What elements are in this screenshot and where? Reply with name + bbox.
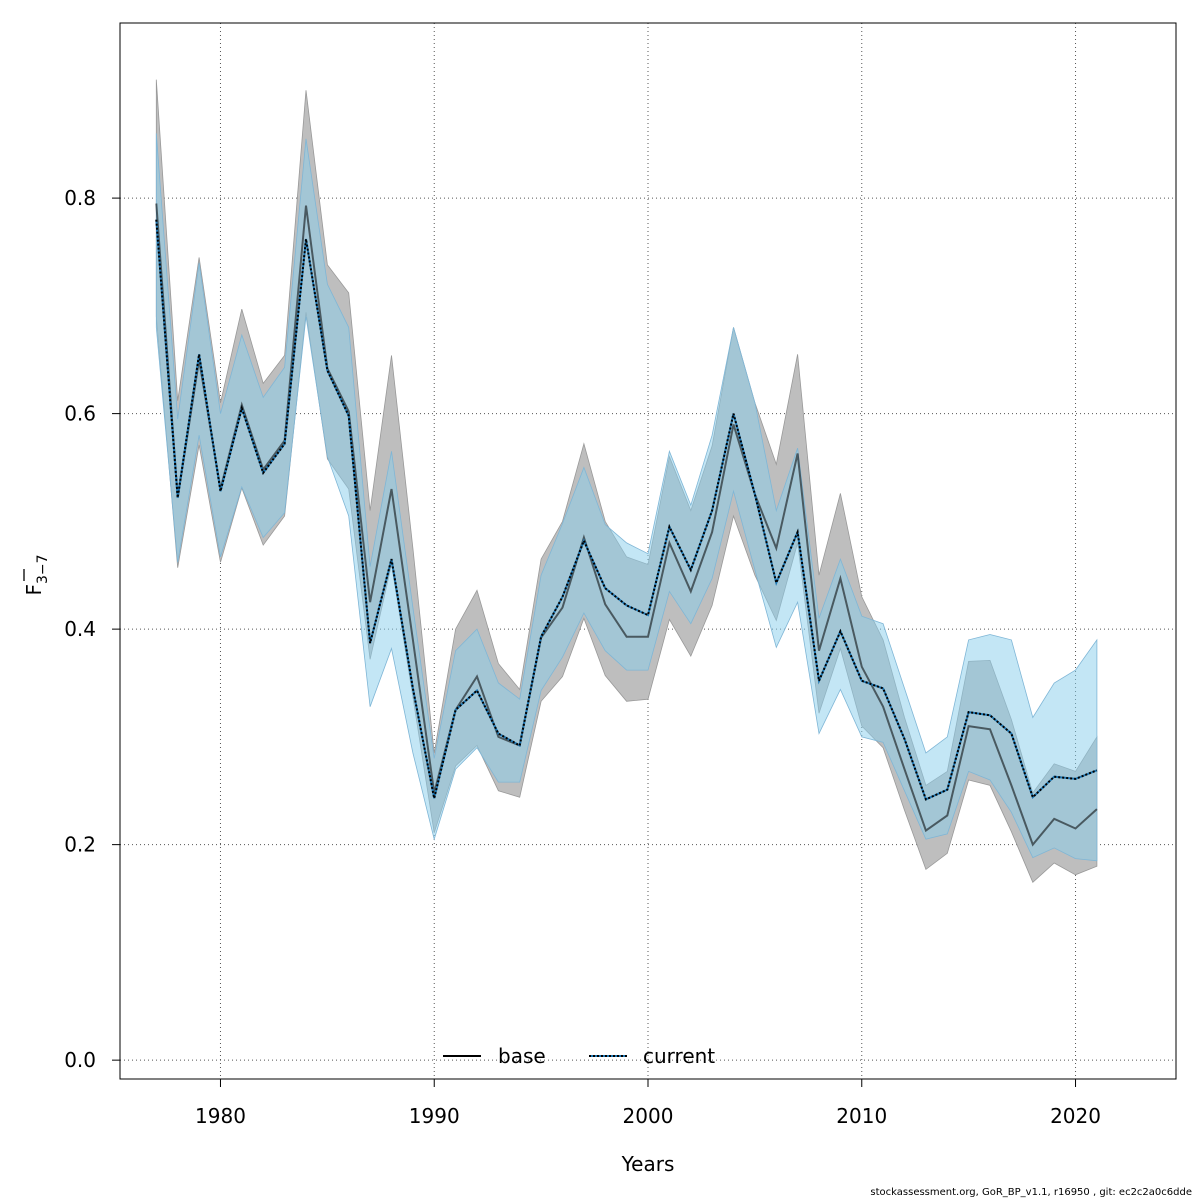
series-line-current [155,219,1098,801]
series-line-base [155,203,1098,847]
legend-label-current: current [643,1044,715,1068]
y-axis: 0.0 0.2 0.4 0.6 0.8 [64,186,120,1072]
x-tick-label: 2000 [623,1104,674,1128]
legend: base current [443,1044,715,1068]
y-axis-title: F3−7 [22,554,51,595]
x-tick-label: 1990 [409,1104,460,1128]
x-tick-label: 2010 [836,1104,887,1128]
x-tick-label: 2020 [1050,1104,1101,1128]
footer-credit: stockassessment.org, GoR_BP_v1.1, r16950… [870,1187,1192,1198]
y-axis-title-subscript: 3−7 [35,554,51,584]
grid [120,23,1176,1079]
x-tick-label: 1980 [195,1104,246,1128]
x-axis: 1980 1990 2000 2010 2020 [195,1079,1101,1128]
y-tick-label: 0.4 [64,617,96,641]
y-tick-label: 0.0 [64,1048,96,1072]
y-tick-label: 0.6 [64,402,96,426]
y-tick-label: 0.2 [64,833,96,857]
x-axis-title: Years [621,1152,675,1176]
y-axis-title-text: F3−7 [22,554,51,595]
y-axis-title-main: F [22,584,46,596]
series-lines [155,203,1098,847]
y-tick-label: 0.8 [64,186,96,210]
legend-label-base: base [498,1044,546,1068]
